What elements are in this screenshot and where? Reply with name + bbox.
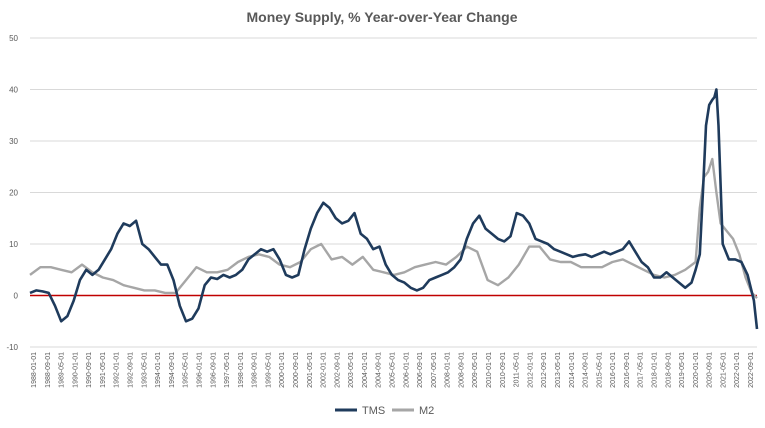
x-tick-label: 2022-01-01 (734, 352, 741, 388)
x-tick-label: 1994-01-01 (155, 352, 162, 388)
x-tick-label: 2011-05-01 (514, 352, 521, 387)
x-tick-label: 2003-05-01 (348, 352, 355, 388)
series-line-tms (29, 88, 759, 330)
x-tick-label: 2000-01-01 (279, 352, 286, 388)
x-tick-label: 2020-09-01 (707, 352, 714, 388)
x-tick-label: 2010-09-01 (500, 352, 507, 388)
chart-title: Money Supply, % Year-over-Year Change (246, 9, 517, 25)
x-tick-label: 2016-09-01 (624, 352, 631, 388)
x-tick-label: 2021-05-01 (720, 352, 727, 388)
x-tick-label: 2005-05-01 (390, 352, 397, 388)
x-tick-label: 1989-05-01 (59, 352, 66, 388)
x-tick-label: 2010-01-01 (486, 352, 493, 388)
x-tick-label: 1996-09-01 (210, 352, 217, 388)
x-tick-label: 1998-01-01 (238, 352, 245, 388)
y-tick-label: 30 (9, 137, 18, 146)
x-tick-label: 2009-05-01 (472, 352, 479, 388)
x-tick-label: 1997-05-01 (224, 352, 231, 388)
y-tick-label: 40 (9, 86, 18, 95)
x-tick-label: 2002-09-01 (334, 352, 341, 388)
y-tick-label: 50 (9, 34, 18, 43)
x-tick-label: 2006-01-01 (403, 352, 410, 388)
x-tick-label: 2001-05-01 (307, 352, 314, 388)
series-lines (29, 88, 759, 330)
x-tick-label: 2018-09-01 (665, 352, 672, 388)
x-axis-ticks: 1988-01-01 1988-09-01 1989-05-01 1990-01-01… (31, 352, 755, 388)
x-tick-label: 1992-01-01 (114, 352, 121, 388)
x-tick-label: 2014-09-01 (583, 352, 590, 388)
x-tick-label: 2000-09-01 (293, 352, 300, 388)
x-tick-label: 2022-09-01 (748, 352, 755, 388)
y-tick-label: 10 (9, 240, 18, 249)
x-tick-label: 1990-01-01 (72, 352, 79, 388)
x-tick-label: 1988-01-01 (31, 352, 38, 388)
y-tick-label: 0 (14, 292, 19, 301)
x-tick-label: 2017-05-01 (638, 352, 645, 388)
x-tick-label: 2016-01-01 (610, 352, 617, 388)
x-tick-label: 1996-01-01 (196, 352, 203, 388)
x-tick-label: 2020-01-01 (693, 352, 700, 388)
x-tick-label: 2008-01-01 (445, 352, 452, 388)
x-tick-label: 2007-05-01 (431, 352, 438, 388)
x-tick-label: 1990-09-01 (86, 352, 93, 388)
series-line-m2 (29, 157, 758, 299)
x-tick-label: 1995-05-01 (183, 352, 190, 388)
x-tick-label: 2013-05-01 (555, 352, 562, 388)
x-tick-label: 2006-09-01 (417, 352, 424, 388)
y-tick-label: 20 (9, 189, 18, 198)
x-tick-label: 2019-05-01 (679, 352, 686, 388)
x-tick-label: 1999-05-01 (265, 352, 272, 388)
legend: TMS M2 (335, 405, 434, 417)
legend-label-m2: M2 (419, 405, 434, 417)
x-tick-label: 2004-01-01 (362, 352, 369, 388)
x-tick-label: 2018-01-01 (651, 352, 658, 388)
gridlines (30, 37, 757, 348)
x-tick-label: 2004-09-01 (376, 352, 383, 388)
x-tick-label: 1988-09-01 (45, 352, 52, 388)
y-tick-label: -10 (6, 343, 18, 352)
x-tick-label: 1992-09-01 (128, 352, 135, 388)
legend-label-tms: TMS (362, 405, 385, 417)
x-tick-label: 2012-09-01 (541, 352, 548, 388)
x-tick-label: 2008-09-01 (458, 352, 465, 388)
x-tick-label: 1994-09-01 (169, 352, 176, 388)
x-tick-label: 2015-05-01 (596, 352, 603, 388)
x-tick-label: 2002-01-01 (321, 352, 328, 388)
x-tick-label: 2014-01-01 (569, 352, 576, 388)
x-tick-label: 1991-05-01 (100, 352, 107, 388)
x-tick-label: 1998-09-01 (252, 352, 259, 388)
y-axis-ticks: -10 0 10 20 30 40 50 (6, 34, 18, 352)
x-tick-label: 1993-05-01 (141, 352, 148, 388)
x-tick-label: 2012-01-01 (527, 352, 534, 388)
